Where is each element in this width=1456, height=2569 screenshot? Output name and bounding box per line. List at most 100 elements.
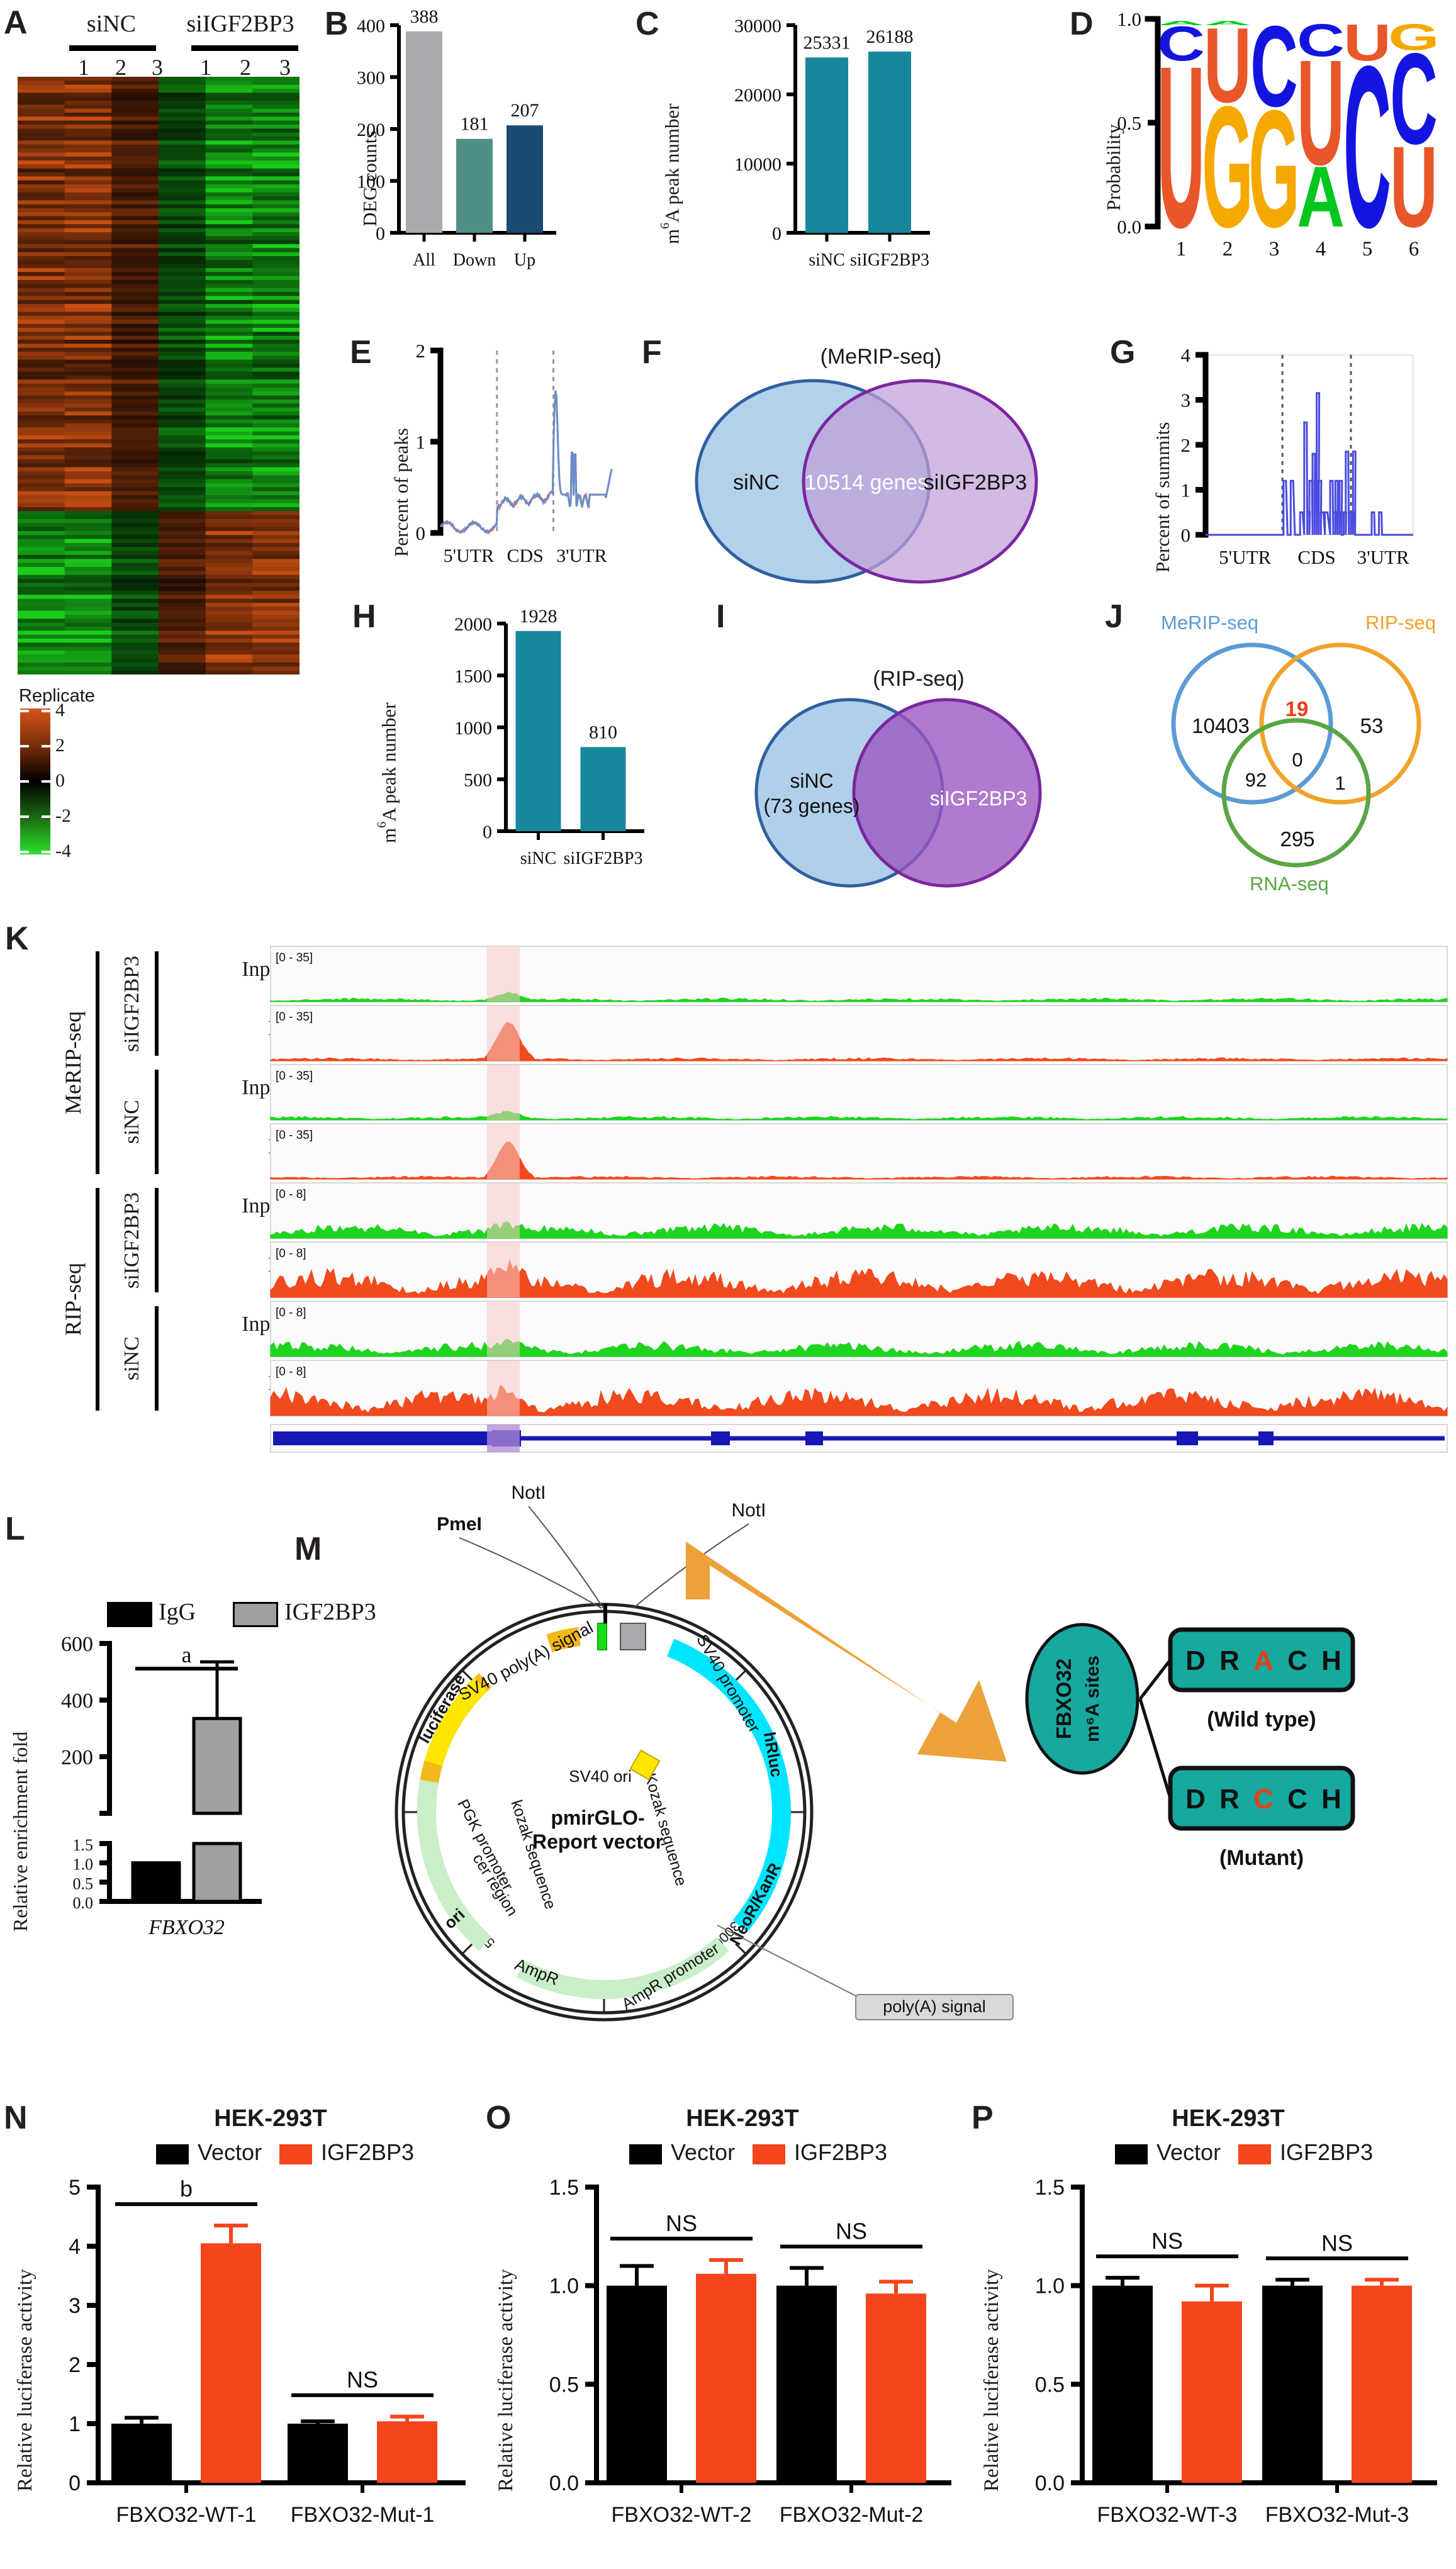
- x-tick-label: siNC: [809, 250, 845, 270]
- heatmap-cell: [159, 208, 206, 213]
- heatmap-cell: [252, 411, 300, 416]
- heatmap-cell: [111, 487, 159, 492]
- heatmap-cell: [159, 77, 206, 81]
- ruler-tick: [735, 1670, 746, 1681]
- heatmap-cell: [252, 125, 300, 129]
- heatmap-cell: [252, 475, 300, 480]
- heatmap-cell: [18, 81, 65, 86]
- heatmap-cell: [159, 439, 206, 444]
- heatmap-cell: [111, 125, 159, 129]
- heatmap-cell: [111, 168, 159, 173]
- heatmap-cell: [252, 104, 300, 109]
- heatmap-cell: [64, 208, 112, 213]
- heatmap-cell: [252, 523, 300, 528]
- heatmap-cell: [111, 431, 159, 436]
- heatmap-cell: [205, 248, 253, 253]
- panelJ-count-rip-only: 53: [1360, 714, 1384, 737]
- heatmap-cell: [159, 579, 206, 583]
- heatmap-cell: [205, 108, 253, 113]
- heatmap-cell: [111, 288, 159, 293]
- heatmap-cell: [111, 264, 159, 269]
- logo-letter-U: U: [1297, 29, 1345, 197]
- heatmap-cell: [159, 252, 206, 257]
- heatmap-cell: [205, 192, 253, 197]
- heatmap-cell: [159, 168, 206, 173]
- heatmap-cell: [18, 651, 65, 655]
- panelC-ylabel-text: m: [661, 228, 683, 244]
- heatmap-cell: [64, 583, 112, 588]
- heatmap-cell: [205, 299, 253, 305]
- heatmap-cell: [64, 212, 112, 217]
- heatmap-cell: [252, 543, 300, 547]
- heatmap-cell: [252, 323, 300, 328]
- heatmap-cell: [205, 646, 253, 651]
- heatmap-cell: [18, 367, 65, 372]
- heatmap-cell: [205, 96, 253, 101]
- heatmap-cell: [111, 248, 159, 253]
- heatmap-cell: [111, 555, 159, 559]
- heatmap-cell: [111, 586, 159, 591]
- panelF-venn: siNC 10514 genes siIGF2BP3: [695, 379, 1038, 584]
- heatmap-cell: [64, 236, 112, 241]
- heatmap-cell: [64, 308, 112, 313]
- heatmap-cell: [205, 547, 253, 552]
- heatmap-cell: [64, 367, 112, 372]
- panel-label-o: O: [486, 2100, 512, 2136]
- logo-letter-C: C: [1343, 19, 1391, 276]
- heatmap-cell: [18, 407, 65, 412]
- heatmap-cell: [205, 519, 253, 523]
- heatmap-cell: [159, 475, 206, 480]
- significance-label: NS: [1151, 2228, 1183, 2254]
- heatmap-cell: [111, 583, 159, 588]
- heatmap-cell: [64, 355, 112, 361]
- heatmap-cell: [205, 658, 253, 663]
- heatmap-cell: [159, 280, 206, 284]
- panelO-legend-swatch-igf2bp3: [753, 2144, 785, 2164]
- logo-position-label: 4: [1316, 238, 1326, 260]
- heatmap-cell: [159, 622, 206, 627]
- heatmap-cell: [18, 663, 65, 667]
- heatmap-cell: [205, 164, 253, 169]
- heatmap-cell: [159, 615, 206, 619]
- heatmap-cell: [64, 104, 112, 109]
- heatmap-cell: [64, 272, 112, 277]
- heatmap-cell: [159, 152, 206, 157]
- heatmap-cell: [159, 264, 206, 269]
- track-signal: [270, 1259, 1448, 1298]
- heatmap-cell: [64, 196, 112, 201]
- ruler-tick: [735, 1943, 746, 1954]
- track-signal: [270, 1384, 1448, 1416]
- heatmap-cell: [18, 188, 65, 193]
- heatmap-cell: [64, 316, 112, 320]
- heatmap-cell: [205, 132, 253, 137]
- heatmap-cell: [252, 137, 300, 141]
- heatmap-cell: [111, 531, 159, 535]
- heatmap-cell: [64, 164, 112, 169]
- track-range-label: [0 - 35]: [276, 951, 313, 965]
- y-axis-bracket: [1071, 2185, 1085, 2485]
- sv40-ori-marker: [629, 1749, 661, 1781]
- heatmap-cell: [252, 419, 300, 424]
- heatmap-cell: [159, 415, 206, 420]
- panel-label-n: N: [4, 2100, 28, 2136]
- heatmap-cell: [18, 228, 65, 233]
- heatmap-cell: [252, 113, 300, 117]
- heatmap-cell: [252, 388, 300, 392]
- feature-hrluc: [667, 1638, 791, 1932]
- panel-label-f: F: [642, 334, 662, 371]
- heatmap-cell: [252, 407, 300, 412]
- y-tick-label: 5: [69, 2176, 81, 2200]
- heatmap-cell: [18, 104, 65, 109]
- heatmap-cell: [205, 256, 253, 260]
- heatmap-cell: [205, 579, 253, 583]
- heatmap-cell: [252, 101, 300, 105]
- heatmap-cell: [64, 579, 112, 583]
- heatmap-cell: [64, 391, 112, 396]
- bar: [696, 2273, 756, 2483]
- heatmap-cell: [159, 125, 206, 129]
- significance-label: NS: [1321, 2230, 1353, 2256]
- motif-letter: H: [1321, 1784, 1341, 1815]
- significance-label: NS: [347, 2367, 378, 2393]
- heatmap-cell: [18, 555, 65, 559]
- y-tick-label: 4: [1181, 344, 1191, 366]
